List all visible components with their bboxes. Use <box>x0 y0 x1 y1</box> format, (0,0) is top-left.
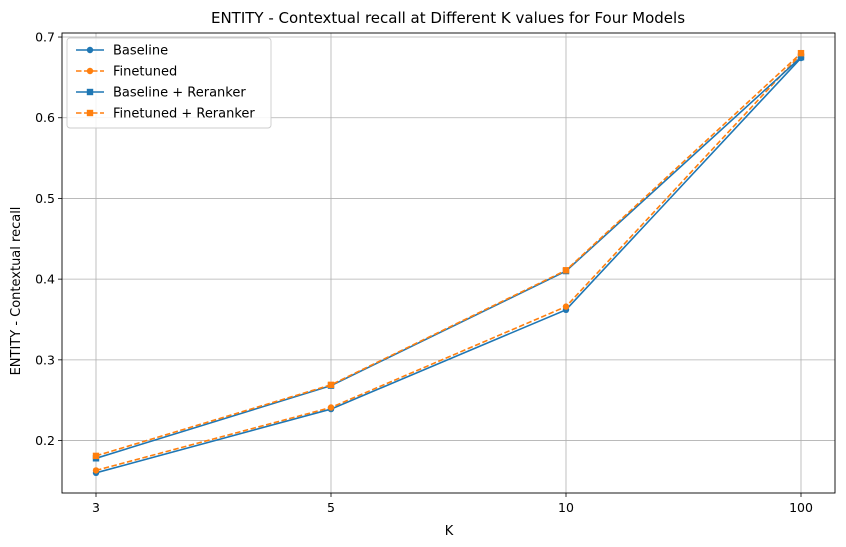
legend-swatch-marker <box>86 46 94 54</box>
y-tick-label: 0.2 <box>35 433 55 448</box>
y-axis-label: ENTITY - Contextual recall <box>9 207 24 376</box>
chart-title: ENTITY - Contextual recall at Different … <box>211 9 685 27</box>
y-tick-label: 0.4 <box>35 272 55 287</box>
series-line <box>95 53 802 472</box>
legend-box <box>66 37 272 129</box>
legend: Baseline Finetuned Baseline + Reranker Fine… <box>66 37 272 129</box>
legend-label: Finetuned <box>113 65 177 80</box>
data-point <box>797 49 805 57</box>
y-tick-label: 0.3 <box>35 352 55 367</box>
legend-label: Baseline + Reranker <box>113 86 246 101</box>
series-layer <box>92 49 805 477</box>
x-axis-label: K <box>445 524 454 539</box>
series-3 <box>92 49 805 460</box>
data-point <box>327 404 335 411</box>
plot-frame <box>61 32 836 494</box>
y-axis: 0.2 0.3 0.4 0.5 0.6 0.7 <box>35 30 62 448</box>
x-tick-label: 100 <box>789 500 813 515</box>
legend-label: Finetuned + Reranker <box>113 107 255 122</box>
y-tick-label: 0.5 <box>35 191 55 206</box>
series-line <box>95 57 802 474</box>
y-tick-label: 0.7 <box>35 30 55 45</box>
data-point <box>327 381 335 389</box>
x-tick-label: 10 <box>558 500 574 515</box>
series-line <box>95 56 802 460</box>
data-point <box>562 303 570 310</box>
x-axis: 3 5 10 100 <box>92 493 813 515</box>
legend-swatch-marker <box>86 88 94 96</box>
legend-label: Baseline <box>113 44 168 59</box>
legend-swatch-marker <box>86 109 94 117</box>
y-tick-label: 0.6 <box>35 110 55 125</box>
series-line <box>95 52 802 457</box>
x-tick-label: 5 <box>327 500 335 515</box>
x-tick-label: 3 <box>92 500 100 515</box>
data-point <box>92 467 100 474</box>
data-point <box>92 452 100 460</box>
data-point <box>562 267 570 274</box>
data-point <box>797 54 805 61</box>
legend-swatch-marker <box>86 67 94 75</box>
